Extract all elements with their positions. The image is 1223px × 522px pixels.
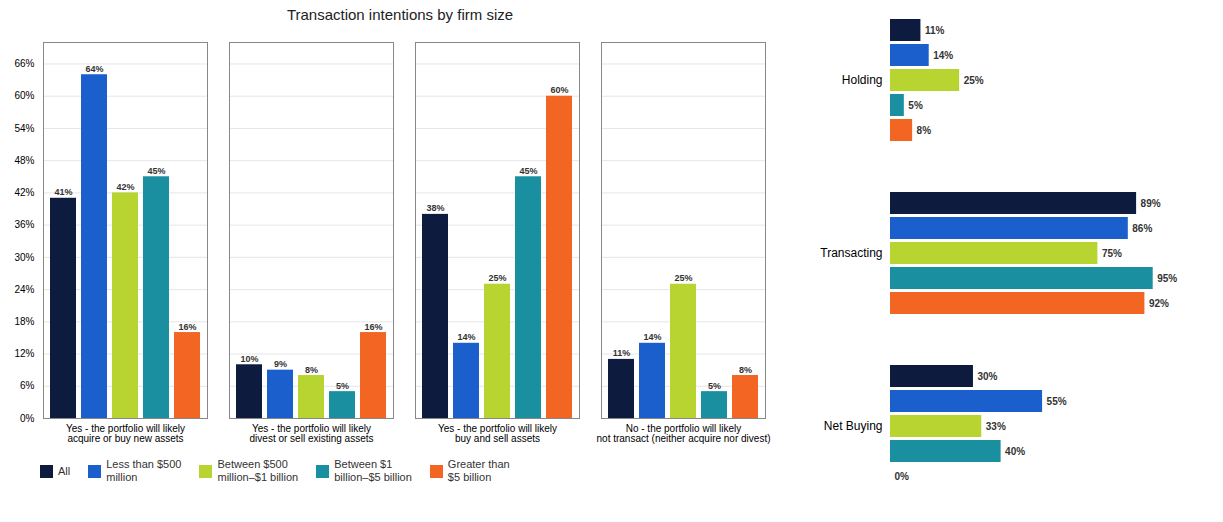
svg-text:95%: 95%: [1157, 273, 1177, 284]
svg-text:54%: 54%: [14, 123, 34, 134]
svg-text:12%: 12%: [14, 348, 34, 359]
svg-text:14%: 14%: [457, 332, 475, 342]
svg-text:16%: 16%: [364, 322, 382, 332]
svg-text:14%: 14%: [933, 50, 953, 61]
html-text:Between $500 million–$1 billio: Between $500 million–$1 billion: [217, 458, 299, 484]
svg-text:60%: 60%: [550, 85, 568, 95]
svg-text:24%: 24%: [14, 284, 34, 295]
svg-text:75%: 75%: [1102, 248, 1122, 259]
svg-text:33%: 33%: [986, 421, 1006, 432]
svg-text:Yes - the portfolio will likel: Yes - the portfolio will likelydivest or…: [250, 423, 374, 444]
svg-text:0%: 0%: [895, 471, 910, 482]
svg-text:Holding: Holding: [842, 73, 883, 87]
svg-text:8%: 8%: [917, 125, 932, 136]
svg-text:42%: 42%: [116, 182, 134, 192]
svg-text:25%: 25%: [964, 75, 984, 86]
svg-text:8%: 8%: [305, 365, 318, 375]
svg-text:64%: 64%: [85, 64, 103, 74]
svg-text:No - the portfolio will likely: No - the portfolio will likelynot transa…: [597, 423, 771, 444]
svg-text:38%: 38%: [426, 203, 444, 213]
svg-text:40%: 40%: [1005, 446, 1025, 457]
svg-text:42%: 42%: [14, 187, 34, 198]
html-text:Between $1 billion–$5 billion: Between $1 billion–$5 billion: [334, 458, 412, 484]
svg-text:36%: 36%: [14, 219, 34, 230]
svg-text:18%: 18%: [14, 316, 34, 327]
svg-text:0%: 0%: [20, 413, 35, 424]
svg-text:48%: 48%: [14, 155, 34, 166]
svg-text:86%: 86%: [1132, 223, 1152, 234]
svg-text:66%: 66%: [14, 58, 34, 69]
svg-text:30%: 30%: [14, 252, 34, 263]
svg-text:89%: 89%: [1141, 198, 1161, 209]
svg-text:25%: 25%: [674, 273, 692, 283]
svg-text:Net Buying: Net Buying: [824, 419, 883, 433]
svg-text:5%: 5%: [336, 381, 349, 391]
html-text:Transaction intentions by firm: Transaction intentions by firm size: [286, 6, 514, 23]
svg-text:Transacting: Transacting: [820, 246, 882, 260]
svg-text:9%: 9%: [274, 359, 287, 369]
svg-text:8%: 8%: [739, 365, 752, 375]
svg-text:5%: 5%: [908, 100, 923, 111]
svg-text:41%: 41%: [54, 187, 72, 197]
svg-text:6%: 6%: [20, 380, 35, 391]
svg-text:11%: 11%: [925, 25, 945, 36]
html-text:Less than $500 million: Less than $500 million: [106, 458, 182, 484]
svg-text:16%: 16%: [178, 322, 196, 332]
svg-text:10%: 10%: [240, 354, 258, 364]
html-text:All: All: [58, 464, 71, 477]
svg-text:25%: 25%: [488, 273, 506, 283]
svg-text:14%: 14%: [643, 332, 661, 342]
svg-text:92%: 92%: [1149, 298, 1169, 309]
svg-text:45%: 45%: [147, 166, 165, 176]
svg-text:11%: 11%: [613, 348, 631, 358]
svg-text:60%: 60%: [14, 90, 34, 101]
svg-text:45%: 45%: [519, 166, 537, 176]
svg-text:30%: 30%: [977, 371, 997, 382]
svg-text:55%: 55%: [1047, 396, 1067, 407]
html-text:Greater than $5 billion: Greater than $5 billion: [447, 458, 510, 484]
svg-text:5%: 5%: [708, 381, 721, 391]
svg-text:Yes - the portfolio will likel: Yes - the portfolio will likelyacquire o…: [66, 423, 185, 444]
svg-text:Yes - the portfolio will likel: Yes - the portfolio will likelybuy and s…: [438, 423, 557, 444]
